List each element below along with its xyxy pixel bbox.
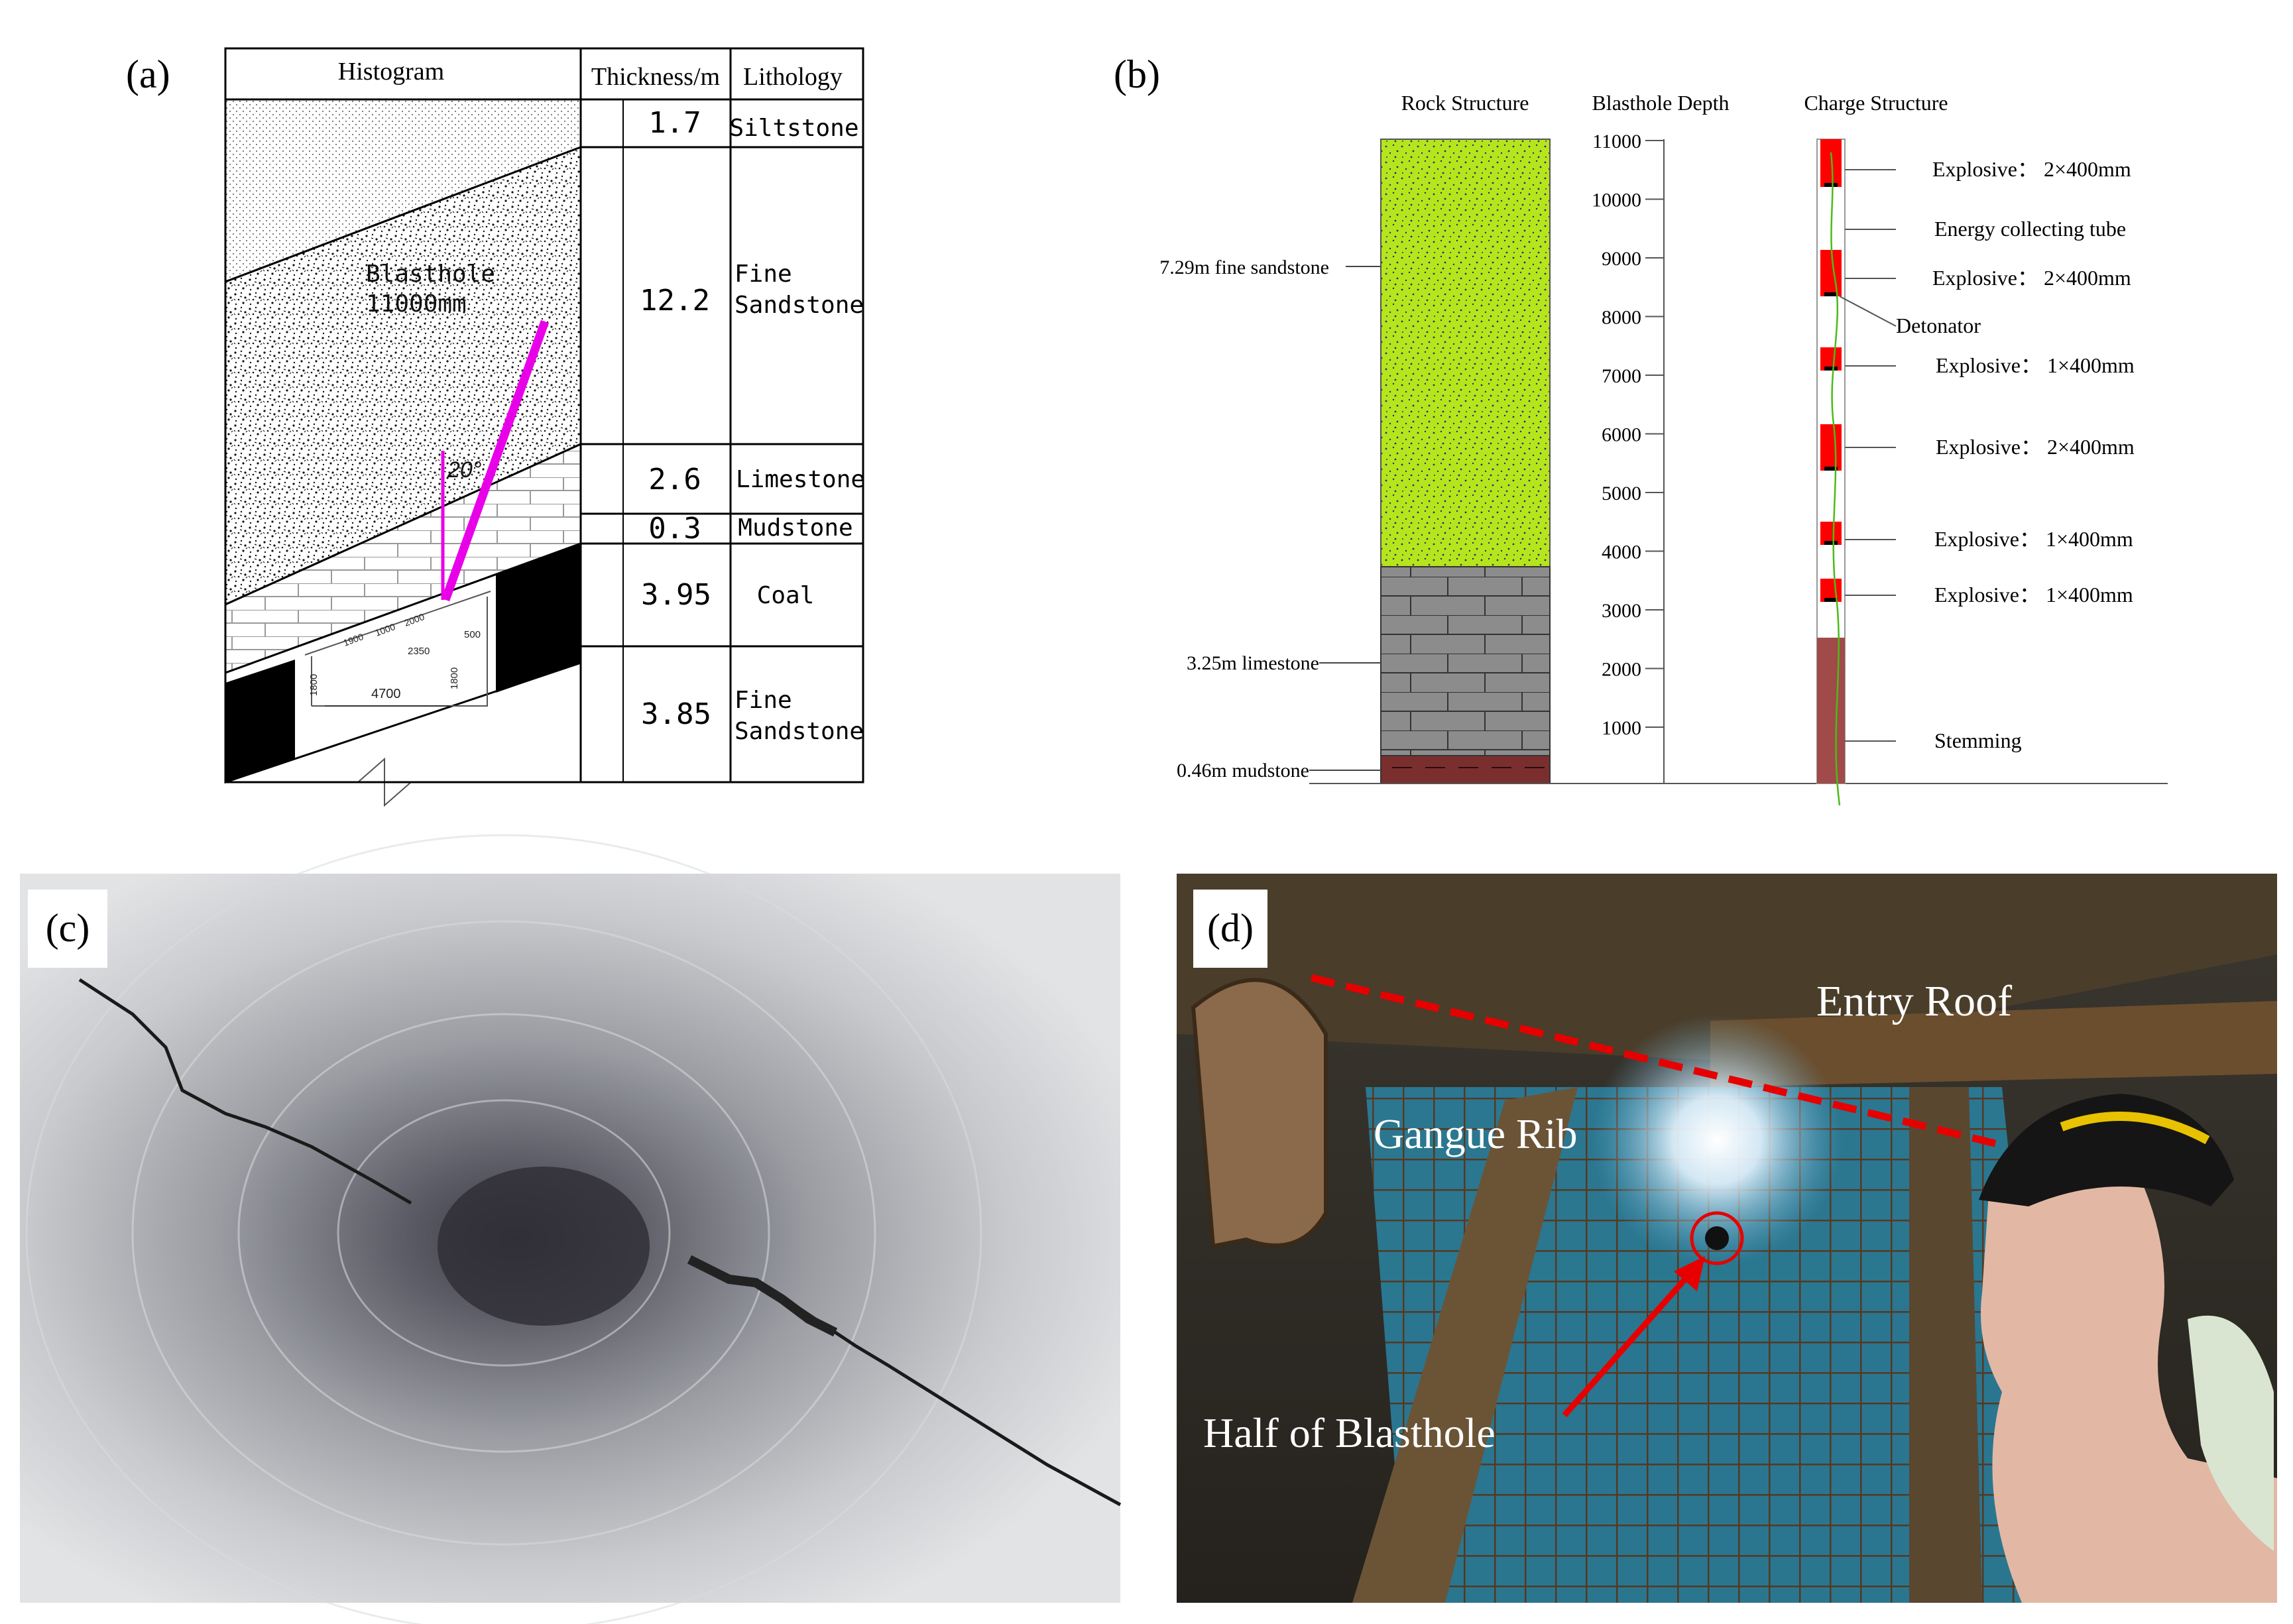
panel-c-label: (c) xyxy=(46,906,90,950)
depth-tick-label: 5000 xyxy=(1602,483,1641,504)
gangue-rib-label: Gangue Rib xyxy=(1374,1110,1578,1157)
explosive-charge-1 xyxy=(1820,139,1842,187)
coal-pillar-left xyxy=(225,660,295,782)
right-post xyxy=(1909,1087,1982,1603)
header-rock-structure: Rock Structure xyxy=(1401,91,1529,115)
stemming-block xyxy=(1817,638,1845,783)
explosive-charge-4 xyxy=(1820,424,1842,471)
lithology-fine-sandstone-2: Sandstone xyxy=(735,292,864,319)
angle-label: 20° xyxy=(447,457,481,483)
crack-upper xyxy=(78,978,412,1205)
blasthole-marker xyxy=(1690,1211,1744,1265)
dim-2350: 2350 xyxy=(408,646,430,657)
thickness-limestone: 2.6 xyxy=(648,463,701,496)
label-mudstone: 0.46m mudstone xyxy=(1177,760,1309,782)
dim-1800-b: 1800 xyxy=(449,667,460,689)
lithology-fine-sandstone-1: Fine xyxy=(735,261,792,288)
depth-tick-label: 8000 xyxy=(1602,307,1641,329)
panel-d-label: (d) xyxy=(1207,906,1254,950)
charge-label-6: Explosive： 2×400mm xyxy=(1936,435,2135,459)
borehole-deep-end xyxy=(438,1167,650,1326)
depth-tick-label: 3000 xyxy=(1602,600,1641,622)
dim-500: 500 xyxy=(464,629,481,640)
charge-label-1: Explosive： 2×400mm xyxy=(1932,157,2131,181)
depth-tick-label: 1000 xyxy=(1602,717,1641,739)
worker-face xyxy=(1981,1145,2277,1603)
panel-b: (b) Rock Structure Blasthole Depth Charg… xyxy=(1114,52,2168,806)
charge-label-4: Detonator xyxy=(1896,314,1981,337)
depth-ticks: 11000 10000 9000 8000 7000 6000 5000 4000 3000 20… xyxy=(1592,131,1664,739)
depth-tick-label: 11000 xyxy=(1592,131,1641,152)
charge-label-3: Explosive： 2×400mm xyxy=(1932,266,2131,290)
hydraulic-arm xyxy=(1191,978,1328,1249)
worker-towel xyxy=(2188,1315,2274,1551)
header-charge-structure: Charge Structure xyxy=(1804,91,1948,115)
charge-label-2: Energy collecting tube xyxy=(1934,217,2126,241)
thickness-fine-sandstone: 12.2 xyxy=(640,284,710,318)
blasthole-opening xyxy=(1705,1226,1729,1250)
charge-label-7: Explosive： 1×400mm xyxy=(1934,527,2133,551)
rock-sandstone xyxy=(1380,139,1551,567)
borehole-rings xyxy=(25,834,982,1624)
thickness-floor-sandstone: 3.85 xyxy=(641,697,711,731)
lithology-floor-sandstone-2: Sandstone xyxy=(735,718,864,745)
blasthole-arrowhead xyxy=(1674,1256,1705,1291)
explosive-charge-2 xyxy=(1820,250,1842,296)
depth-tick-label: 10000 xyxy=(1592,190,1641,211)
panel-a: (a) 4700 2350 500 1800 1800 1900 1000 xyxy=(126,47,865,807)
panel-a-label: (a) xyxy=(126,52,170,96)
half-blasthole-label: Half of Blasthole xyxy=(1203,1409,1496,1456)
charge-label-5: Explosive： 1×400mm xyxy=(1936,353,2135,377)
dim-1800-a: 1800 xyxy=(308,674,320,696)
roof-steel xyxy=(1710,1001,2277,1087)
thickness-mudstone: 0.3 xyxy=(648,512,701,546)
depth-tick-label: 6000 xyxy=(1602,424,1641,446)
lamp-light xyxy=(1591,1014,1843,1266)
energy-tube-line xyxy=(1830,152,1841,806)
entry-roof-label: Entry Roof xyxy=(1816,977,2012,1025)
rock-limestone xyxy=(1380,566,1551,756)
charge-label-9: Stemming xyxy=(1934,728,2022,752)
detonators xyxy=(1824,183,1838,602)
crack-fracture-zone xyxy=(687,1255,838,1337)
blasthole-arrow xyxy=(1562,1267,1696,1417)
dim-4700: 4700 xyxy=(371,687,401,701)
lithology-coal: Coal xyxy=(757,582,815,609)
header-thickness: Thickness/m xyxy=(591,63,720,91)
lithology-siltstone: Siltstone xyxy=(729,115,858,142)
left-post xyxy=(1352,1087,1578,1603)
panel-d-label-box xyxy=(1193,890,1267,968)
blasthole-label-line2: 11000mm xyxy=(366,290,467,318)
lithology-mudstone: Mudstone xyxy=(738,514,853,542)
helmet-stripe xyxy=(2060,1112,2210,1145)
label-sandstone: 7.29m fine sandstone xyxy=(1159,257,1329,278)
lithology-limestone: Limestone xyxy=(736,466,865,493)
rock-mudstone xyxy=(1380,755,1551,784)
charge-leaders xyxy=(1839,169,1897,742)
header-blasthole-depth: Blasthole Depth xyxy=(1592,91,1729,115)
panel-c-label-box xyxy=(28,890,107,968)
header-lithology: Lithology xyxy=(743,63,843,91)
thickness-siltstone: 1.7 xyxy=(648,106,701,140)
depth-tick-label: 4000 xyxy=(1602,542,1641,563)
panel-b-label: (b) xyxy=(1114,52,1160,96)
strata-table xyxy=(224,47,864,783)
blasthole-line xyxy=(441,319,550,602)
explosive-charges xyxy=(1820,139,1842,602)
thickness-coal: 3.95 xyxy=(641,578,711,612)
depth-tick-label: 2000 xyxy=(1602,659,1641,681)
blasthole-label-line1: Blasthole xyxy=(366,261,495,288)
panel-d: Entry Roof Gangue Rib Half of Blasthole … xyxy=(1177,874,2277,1603)
coal-pillar-right xyxy=(496,544,581,693)
panel-c: (c) xyxy=(20,834,1122,1624)
histogram-column: 4700 2350 500 1800 1800 1900 1000 2000 2… xyxy=(224,98,582,807)
label-limestone: 3.25m limestone xyxy=(1187,652,1319,674)
lithology-floor-sandstone-1: Fine xyxy=(735,687,792,714)
charge-label-8: Explosive： 1×400mm xyxy=(1934,583,2133,607)
depth-tick-label: 7000 xyxy=(1602,365,1641,387)
header-histogram: Histogram xyxy=(338,58,444,86)
entry-roof-line xyxy=(1310,974,1997,1147)
depth-tick-label: 9000 xyxy=(1602,248,1641,270)
